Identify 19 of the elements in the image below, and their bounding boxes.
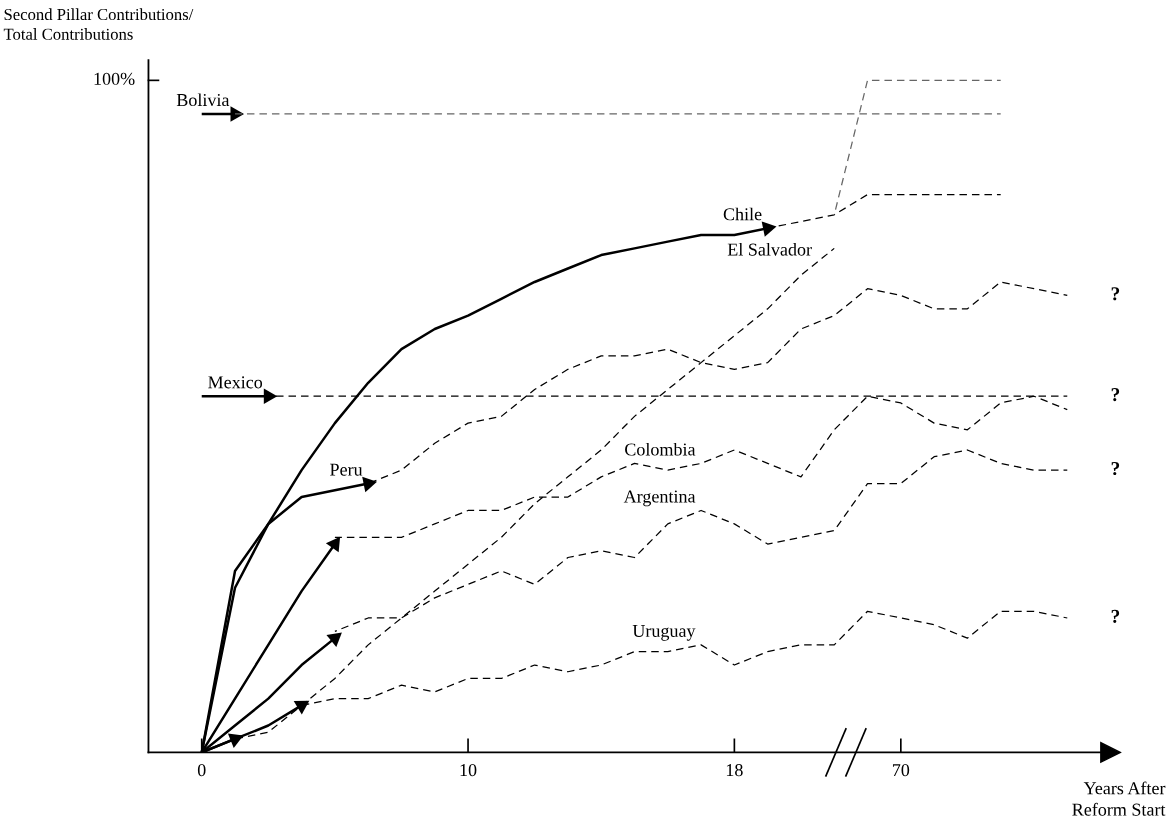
series-label: Bolivia — [176, 93, 230, 107]
x-axis-title: Years After Reform Start — [1072, 781, 1166, 816]
text: ? — [1111, 609, 1120, 623]
series-label: El Salvador — [727, 242, 812, 256]
x-tick-label: 0 — [197, 764, 206, 777]
x-tick-label: 70 — [892, 764, 910, 777]
text: 100% — [94, 72, 135, 85]
text: ? — [1111, 461, 1120, 476]
x-tick-label: 10 — [460, 764, 477, 777]
y-axis-title: Second Pillar Contributions/ Total Contributions — [3, 8, 194, 40]
series-label: Peru — [330, 463, 363, 476]
series-label: Uruguay — [632, 624, 696, 641]
series-label: Mexico — [208, 376, 263, 389]
text: ? — [1111, 388, 1120, 402]
series-label: Chile — [723, 207, 762, 221]
x-tick-label: 18 — [726, 764, 743, 777]
series-label: Argentina — [623, 490, 696, 507]
series-label: Colombia — [625, 442, 696, 456]
text: ? — [1111, 287, 1120, 301]
